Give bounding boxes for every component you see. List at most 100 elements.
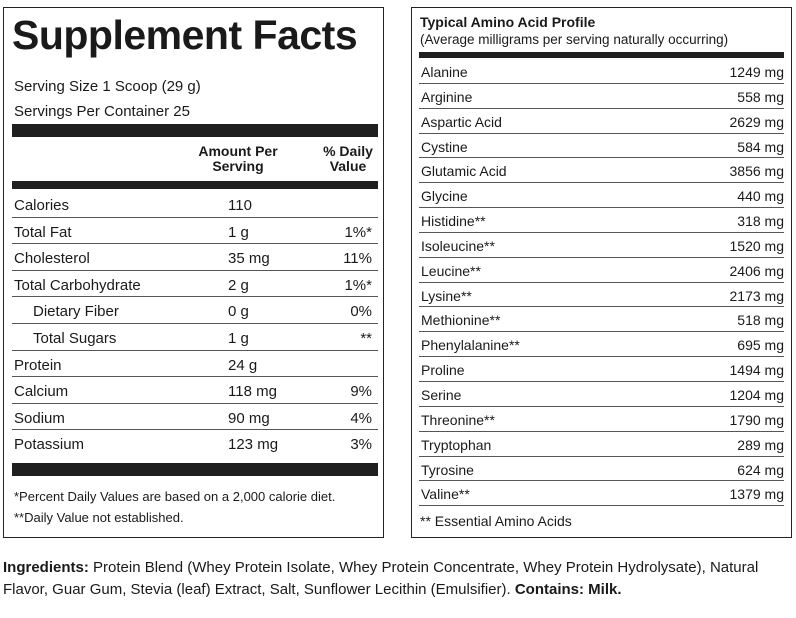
nutrient-amount: 118 mg xyxy=(228,383,277,401)
nutrient-amount: 1 g xyxy=(228,329,249,347)
nutrient-amount: 0 g xyxy=(228,303,249,321)
nutrient-daily-value: 1%* xyxy=(344,276,372,294)
amino-acid-row: Histidine** 318 mg xyxy=(419,208,784,233)
ingredients-statement: Ingredients: Protein Blend (Whey Protein… xyxy=(3,557,793,601)
nutrient-name: Sodium xyxy=(14,409,65,427)
supplement-facts-title: Supplement Facts xyxy=(12,12,358,58)
amino-acid-name: Serine xyxy=(421,386,462,403)
ingredients-label: Ingredients: xyxy=(3,559,89,576)
nutrient-name: Total Carbohydrate xyxy=(14,276,141,294)
amino-acid-amount: 318 mg xyxy=(737,213,784,230)
nutrient-row: Total Fat 1 g 1%* xyxy=(12,218,378,245)
nutrient-amount: 110 xyxy=(228,197,252,214)
amino-acid-name: Lysine** xyxy=(421,287,472,304)
amino-acid-table: Alanine 1249 mg Arginine 558 mg Aspartic Aci… xyxy=(419,59,784,507)
nutrient-amount: 90 mg xyxy=(228,409,270,427)
nutrient-row: Sodium 90 mg 4% xyxy=(12,404,378,431)
nutrient-row: Calcium 118 mg 9% xyxy=(12,377,378,404)
nutrient-row: Cholesterol 35 mg 11% xyxy=(12,244,378,271)
amino-acid-amount: 440 mg xyxy=(737,188,784,205)
nutrient-name: Protein xyxy=(14,356,62,374)
amino-acid-amount: 2629 mg xyxy=(729,113,784,130)
amino-acid-name: Proline xyxy=(421,362,465,379)
nutrient-name: Calories xyxy=(14,197,70,214)
amino-acid-name: Phenylalanine** xyxy=(421,337,520,354)
amino-acid-row: Arginine 558 mg xyxy=(419,84,784,109)
amino-acid-name: Isoleucine** xyxy=(421,237,495,254)
amino-acid-row: Lysine** 2173 mg xyxy=(419,283,784,308)
nutrient-daily-value: 11% xyxy=(343,250,372,268)
essential-amino-note: ** Essential Amino Acids xyxy=(420,513,572,529)
amino-acid-amount: 289 mg xyxy=(737,436,784,453)
amino-acid-amount: 584 mg xyxy=(737,138,784,155)
amino-acid-row: Tryptophan 289 mg xyxy=(419,432,784,457)
nutrient-amount: 123 mg xyxy=(228,436,279,454)
amino-acid-row: Threonine** 1790 mg xyxy=(419,407,784,432)
nutrient-row: Dietary Fiber 0 g 0% xyxy=(12,297,378,324)
supplement-facts-panel: Supplement Facts Serving Size 1 Scoop (2… xyxy=(3,7,384,538)
amino-acid-name: Histidine** xyxy=(421,213,486,230)
amino-acid-amount: 1379 mg xyxy=(729,486,784,503)
amino-acid-row: Methionine** 518 mg xyxy=(419,307,784,333)
amino-acid-row: Valine** 1379 mg xyxy=(419,481,784,507)
nutrient-row: Protein 24 g xyxy=(12,351,378,378)
amino-acid-amount: 1494 mg xyxy=(729,362,784,379)
nutrient-name: Cholesterol xyxy=(14,250,90,268)
nutrient-daily-value: 3% xyxy=(350,436,372,454)
amino-acid-amount: 1790 mg xyxy=(729,411,784,428)
nutrient-name: Potassium xyxy=(14,436,85,454)
amino-acid-row: Cystine 584 mg xyxy=(419,134,784,159)
nutrient-row: Total Sugars 1 g ** xyxy=(12,324,378,351)
amino-acid-row: Tyrosine 624 mg xyxy=(419,457,784,482)
amino-acid-name: Alanine xyxy=(421,64,468,80)
amino-acid-name: Threonine** xyxy=(421,411,495,428)
nutrient-amount: 1 g xyxy=(228,223,249,241)
nutrient-amount: 35 mg xyxy=(228,250,270,268)
amino-acid-name: Glutamic Acid xyxy=(421,163,507,180)
amino-acid-row: Alanine 1249 mg xyxy=(419,59,784,84)
nutrient-name: Total Sugars xyxy=(33,329,117,347)
servings-per-container: Servings Per Container 25 xyxy=(14,103,190,120)
nutrient-row: Potassium 123 mg 3% xyxy=(12,430,378,457)
amino-acid-amount: 2406 mg xyxy=(729,262,784,279)
amino-acid-amount: 1520 mg xyxy=(729,237,784,254)
contains-allergen: Contains: Milk. xyxy=(514,581,622,598)
amino-acid-name: Cystine xyxy=(421,138,468,155)
amino-acid-amount: 3856 mg xyxy=(729,163,784,180)
ingredients-text: Protein Blend (Whey Protein Isolate, Whe… xyxy=(3,559,759,598)
amino-acid-name: Aspartic Acid xyxy=(421,113,502,130)
nutrient-daily-value: 9% xyxy=(350,383,372,401)
nutrient-name: Total Fat xyxy=(14,223,72,241)
footnote-not-established: **Daily Value not established. xyxy=(14,510,184,525)
nutrient-daily-value: 0% xyxy=(350,303,372,321)
amino-acid-profile-panel: Typical Amino Acid Profile (Average mill… xyxy=(411,7,792,538)
nutrient-amount: 2 g xyxy=(228,276,249,294)
amino-acid-amount: 1204 mg xyxy=(729,386,784,403)
amino-acid-row: Glutamic Acid 3856 mg xyxy=(419,158,784,184)
amino-acid-row: Phenylalanine** 695 mg xyxy=(419,332,784,358)
header-amount-per-serving: Amount Per Serving xyxy=(198,143,278,174)
header-divider xyxy=(12,181,378,189)
serving-size: Serving Size 1 Scoop (29 g) xyxy=(14,78,201,95)
nutrient-daily-value: ** xyxy=(360,329,372,347)
amino-acid-amount: 695 mg xyxy=(737,337,784,354)
amino-acid-row: Leucine** 2406 mg xyxy=(419,258,784,283)
thick-divider xyxy=(12,124,378,137)
nutrient-daily-value: 4% xyxy=(350,409,372,427)
amino-acid-name: Valine** xyxy=(421,486,470,503)
nutrient-row: Total Carbohydrate 2 g 1%* xyxy=(12,271,378,298)
amino-acid-name: Tryptophan xyxy=(421,436,492,453)
amino-acid-amount: 518 mg xyxy=(737,312,784,329)
amino-acid-row: Aspartic Acid 2629 mg xyxy=(419,109,784,134)
amino-acid-amount: 2173 mg xyxy=(729,287,784,304)
amino-acid-name: Tyrosine xyxy=(421,461,474,478)
amino-acid-row: Glycine 440 mg xyxy=(419,183,784,209)
amino-acid-row: Proline 1494 mg xyxy=(419,357,784,382)
header-daily-value: % Daily Value xyxy=(323,143,373,174)
amino-profile-divider xyxy=(419,52,784,58)
amino-acid-name: Leucine** xyxy=(421,262,481,279)
amino-profile-title: Typical Amino Acid Profile xyxy=(420,14,596,30)
nutrient-name: Calcium xyxy=(14,383,69,401)
amino-acid-amount: 624 mg xyxy=(737,461,784,478)
amino-acid-amount: 558 mg xyxy=(737,88,784,105)
